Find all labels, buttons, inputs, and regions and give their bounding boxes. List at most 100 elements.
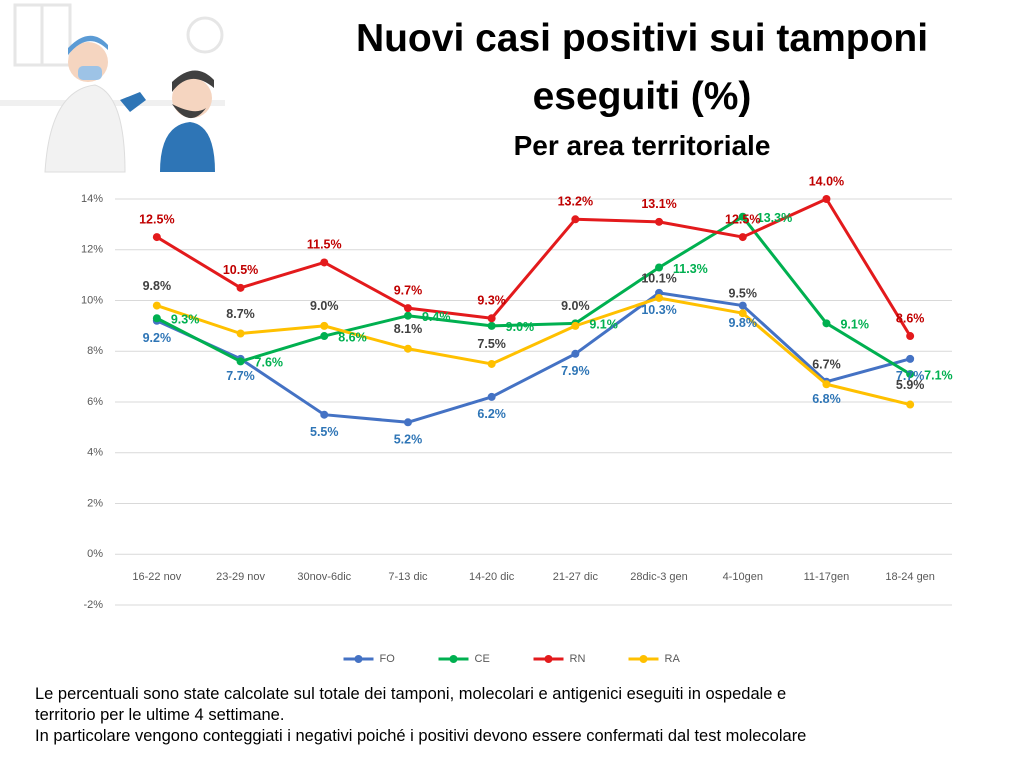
data-label: 9.4%	[422, 310, 451, 324]
legend-label: RN	[570, 653, 586, 665]
x-tick-label: 28dic-3 gen	[630, 571, 688, 583]
note-line: In particolare vengono conteggiati i neg…	[35, 727, 807, 745]
data-label: 7.9%	[561, 364, 590, 378]
data-point	[236, 357, 245, 366]
data-point	[822, 195, 831, 203]
data-point	[320, 258, 329, 267]
data-point	[236, 329, 245, 338]
data-point	[320, 410, 329, 419]
data-point	[822, 380, 831, 389]
y-tick-label: 10%	[81, 294, 103, 306]
x-tick-label: 23-29 nov	[216, 571, 265, 583]
y-tick-label: -2%	[83, 599, 103, 611]
legend-marker	[544, 655, 553, 663]
data-point	[655, 293, 664, 302]
data-label: 10.3%	[641, 303, 676, 317]
y-tick-label: 6%	[87, 396, 103, 408]
note-line: Le percentuali sono state calcolate sul …	[35, 685, 787, 703]
data-point	[152, 233, 161, 242]
data-label: 9.0%	[561, 299, 590, 313]
data-label: 9.2%	[143, 331, 172, 345]
data-point	[738, 212, 747, 221]
data-label: 9.5%	[729, 286, 758, 300]
data-label: 9.8%	[143, 279, 172, 293]
data-label: 6.8%	[812, 392, 841, 406]
y-tick-label: 14%	[81, 193, 103, 205]
data-label: 9.7%	[394, 283, 423, 297]
data-label: 7.7%	[226, 369, 255, 383]
data-label: 5.9%	[896, 378, 925, 392]
data-label: 9.1%	[840, 318, 869, 332]
data-label: 8.7%	[226, 307, 255, 321]
x-tick-label: 7-13 dic	[388, 571, 428, 583]
legend-label: RA	[665, 653, 681, 665]
legend-marker	[639, 655, 648, 663]
data-label: 9.3%	[171, 313, 200, 327]
data-point	[403, 311, 412, 320]
data-point	[906, 332, 915, 341]
data-point	[487, 321, 496, 330]
y-tick-label: 4%	[87, 447, 103, 459]
data-label: 11.3%	[673, 262, 708, 276]
data-label: 5.5%	[310, 425, 339, 439]
series-line	[156, 296, 911, 406]
data-label: 10.1%	[641, 271, 676, 285]
data-label: 14.0%	[809, 174, 844, 188]
data-point	[152, 301, 161, 310]
data-label: 8.1%	[394, 322, 423, 336]
x-tick-label: 21-27 dic	[553, 571, 599, 583]
data-label: 8.6%	[896, 311, 925, 325]
data-point	[403, 304, 412, 313]
data-point	[487, 314, 496, 323]
legend-marker	[354, 655, 363, 663]
data-point	[906, 370, 915, 379]
x-tick-label: 4-10gen	[723, 571, 763, 583]
x-tick-label: 16-22 nov	[132, 571, 181, 583]
data-point	[571, 321, 580, 330]
data-label: 9.0%	[310, 299, 339, 313]
y-tick-label: 8%	[87, 345, 103, 357]
legend-label: FO	[380, 653, 396, 665]
data-label: 7.7%	[896, 369, 925, 383]
y-tick-label: 2%	[87, 497, 103, 509]
data-label: 7.6%	[255, 356, 283, 370]
data-label: 12.5%	[725, 212, 760, 226]
data-label: 13.2%	[558, 195, 593, 209]
data-point	[822, 319, 831, 328]
data-point	[655, 263, 664, 272]
data-label: 7.5%	[477, 337, 506, 351]
data-point	[403, 344, 412, 353]
data-label: 9.0%	[506, 320, 535, 334]
chart: -2% 0% 2% 4% 6% 8% 10% 12% 14% 16-22 nov 23-29 nov…	[81, 174, 953, 665]
data-label: 13.3%	[757, 211, 792, 225]
x-tick-label: 14-20 dic	[469, 571, 515, 583]
data-label: 6.2%	[477, 407, 506, 421]
data-point	[655, 217, 664, 226]
data-point	[236, 283, 245, 292]
y-tick-label: 12%	[81, 244, 103, 256]
data-label: 9.1%	[589, 318, 618, 332]
data-label: 13.1%	[641, 197, 676, 211]
x-tick-label: 11-17gen	[804, 571, 850, 583]
data-label: 9.8%	[729, 316, 758, 330]
data-label: 10.5%	[223, 263, 258, 277]
y-tick-label: 0%	[87, 548, 103, 560]
data-label: 5.2%	[394, 433, 423, 447]
data-point	[152, 314, 161, 323]
legend-label: CE	[475, 653, 490, 665]
series-line	[156, 215, 911, 376]
data-label: 9.3%	[477, 294, 506, 308]
legend-marker	[449, 655, 458, 663]
data-label: 11.5%	[307, 238, 342, 252]
data-point	[738, 309, 747, 318]
data-label: 8.6%	[338, 330, 367, 344]
illustration	[0, 3, 225, 173]
x-tick-label: 18-24 gen	[885, 571, 935, 583]
series-line	[156, 197, 912, 337]
data-point	[320, 321, 329, 330]
data-point	[906, 354, 915, 363]
data-point	[738, 233, 747, 242]
data-point	[571, 349, 580, 358]
data-point	[320, 332, 329, 341]
